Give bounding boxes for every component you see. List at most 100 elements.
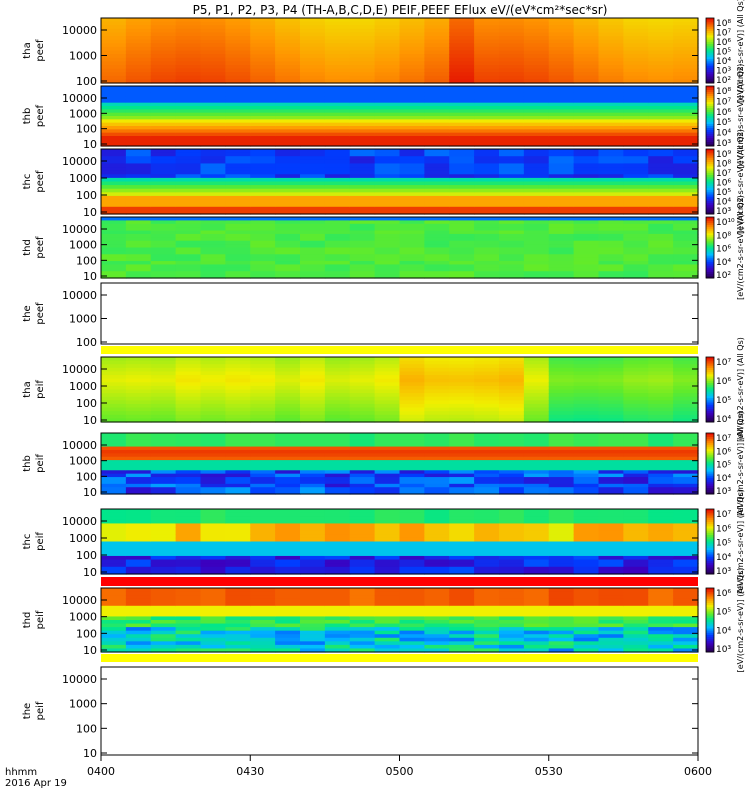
heatmap-cell — [548, 142, 575, 147]
heatmap-cell — [573, 509, 600, 514]
heatmap-cell — [200, 46, 226, 52]
heatmap-cell — [499, 136, 525, 140]
heatmap-cell — [125, 598, 152, 603]
heatmap-cell — [200, 223, 226, 228]
heatmap-cell — [300, 591, 326, 596]
heatmap-cell — [499, 641, 525, 646]
heatmap-cell — [150, 512, 177, 517]
heatmap-cell — [598, 541, 624, 546]
heatmap-cell — [200, 466, 226, 471]
heatmap-cell — [150, 530, 177, 535]
heatmap-cell — [101, 89, 127, 94]
heatmap-cell — [300, 28, 326, 34]
colorbar-segment — [706, 402, 714, 406]
heatmap-cell — [424, 230, 450, 235]
heatmap-cell — [200, 54, 226, 59]
heatmap-cell — [673, 473, 699, 478]
y-tick-label: 1000 — [69, 313, 97, 326]
heatmap-cell — [449, 385, 475, 391]
heatmap-cell — [523, 149, 550, 154]
heatmap-cell — [225, 630, 251, 635]
heatmap-cell — [324, 595, 351, 600]
heatmap-cell — [101, 527, 127, 532]
heatmap-cell — [125, 43, 152, 48]
heatmap-cell — [623, 185, 649, 190]
heatmap-cell — [349, 523, 376, 528]
heatmap-cell — [623, 591, 649, 596]
heatmap-cell — [175, 433, 202, 437]
heatmap-cell — [101, 545, 127, 550]
heatmap-cell — [673, 378, 699, 383]
heatmap-cell — [125, 102, 152, 107]
heatmap-cell — [200, 68, 226, 73]
heatmap-cell — [523, 195, 550, 201]
heatmap-cell — [399, 407, 425, 412]
heatmap-cell — [499, 360, 525, 365]
heatmap-cell — [623, 64, 649, 70]
heatmap-cell — [399, 116, 425, 120]
heatmap-cell — [449, 552, 475, 557]
heatmap-cell — [250, 96, 276, 100]
heatmap-cell — [499, 644, 525, 650]
heatmap-cell — [275, 139, 301, 144]
heatmap-cell — [300, 32, 326, 37]
heatmap-cell — [523, 483, 550, 488]
heatmap-cell — [150, 92, 177, 97]
heatmap-cell — [673, 530, 699, 535]
heatmap-cell — [399, 456, 425, 461]
heatmap-cell — [175, 627, 202, 632]
heatmap-cell — [399, 609, 425, 614]
heatmap-cell — [150, 61, 177, 66]
heatmap-cell — [275, 39, 301, 44]
heatmap-cell — [150, 552, 177, 557]
heatmap-cell — [573, 267, 600, 272]
heatmap-cell — [424, 68, 450, 73]
heatmap-cell — [250, 414, 276, 419]
heatmap-cell — [349, 163, 376, 168]
heatmap-cell — [673, 449, 699, 454]
heatmap-cell — [399, 523, 425, 528]
heatmap-cell — [349, 519, 376, 525]
heatmap-cell — [349, 357, 376, 362]
heatmap-cell — [573, 512, 600, 517]
heatmap-cell — [225, 192, 251, 197]
heatmap-cell — [349, 470, 376, 475]
heatmap-cell — [349, 559, 376, 564]
heatmap-cell — [523, 264, 550, 269]
heatmap-cell — [225, 644, 251, 650]
heatmap-cell — [175, 54, 202, 59]
colorbar-frame — [705, 587, 715, 653]
heatmap-cell — [523, 400, 550, 405]
heatmap-cell — [324, 129, 351, 134]
heatmap-cell — [150, 403, 177, 409]
heatmap-cell — [474, 357, 500, 362]
heatmap-cell — [324, 591, 351, 596]
heatmap-cell — [598, 523, 624, 528]
heatmap-cell — [474, 25, 500, 30]
heatmap-cell — [225, 274, 251, 279]
heatmap-cell — [300, 206, 326, 211]
heatmap-cell — [673, 389, 699, 394]
heatmap-cell — [349, 456, 376, 461]
heatmap-cell — [449, 443, 475, 448]
heatmap-cell — [598, 220, 624, 225]
heatmap-cell — [499, 527, 525, 532]
heatmap-cell — [499, 436, 525, 441]
heatmap-cell — [449, 634, 475, 639]
colorbar-segment — [706, 78, 714, 82]
heatmap-cell — [548, 39, 575, 44]
heatmap-cell — [424, 563, 450, 568]
heatmap-cell — [548, 443, 575, 448]
heatmap-cell — [225, 389, 251, 394]
heatmap-cell — [225, 240, 251, 245]
heatmap-cell — [673, 227, 699, 232]
heatmap-cell — [523, 523, 550, 528]
heatmap-cell — [399, 449, 425, 454]
heatmap-cell — [499, 403, 525, 409]
heatmap-cell — [101, 79, 127, 84]
heatmap-cell — [399, 99, 425, 104]
heatmap-cell — [598, 637, 624, 642]
heatmap-cell — [125, 250, 152, 255]
heatmap-cell — [125, 630, 152, 635]
